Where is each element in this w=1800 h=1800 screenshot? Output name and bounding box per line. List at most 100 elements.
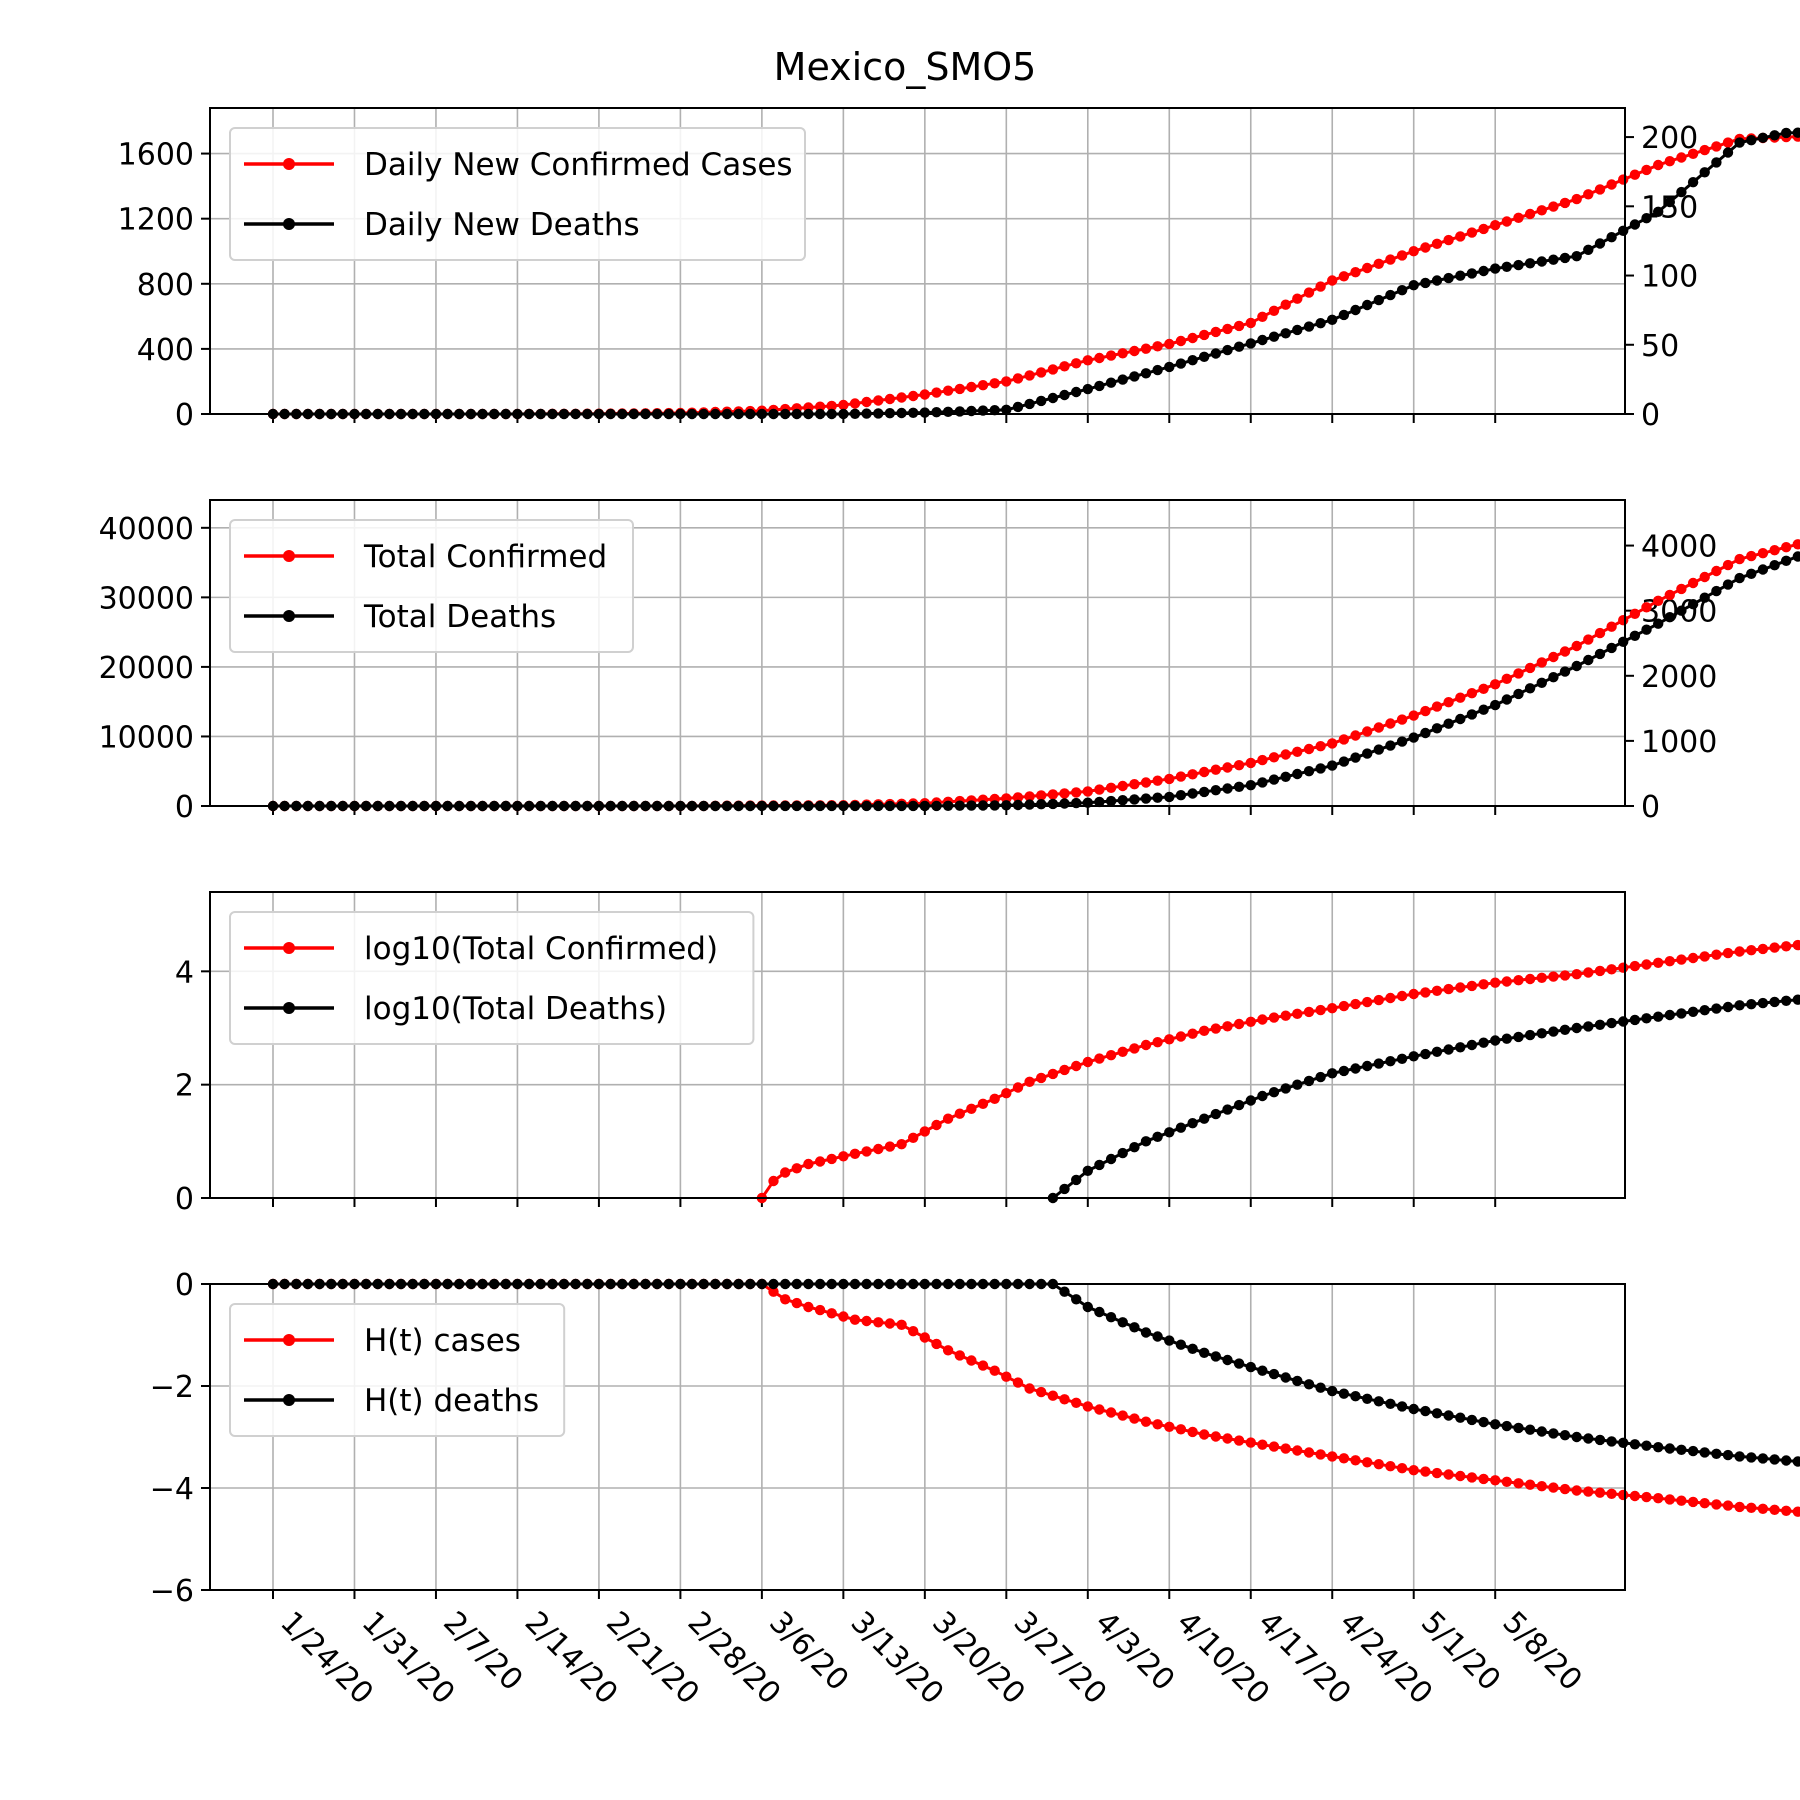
data-point [1175,771,1187,782]
data-point [954,383,965,395]
data-point [1280,1372,1291,1383]
data-point [1548,1482,1559,1493]
data-point [1722,147,1734,158]
data-point [1164,361,1175,373]
data-point [1548,201,1559,212]
data-point [1292,746,1303,757]
data-point [1105,1153,1117,1165]
data-point [1303,321,1315,332]
data-point [931,387,942,398]
data-point [1036,395,1047,407]
data-point [1385,1398,1396,1410]
data-point [1676,1444,1687,1456]
data-point [1210,1023,1222,1034]
data-point [1187,1343,1198,1355]
data-point [1571,193,1582,205]
data-point [1490,1475,1501,1486]
data-point [1292,324,1303,336]
data-point [1629,608,1641,619]
data-point [1164,1421,1175,1433]
data-point [1618,174,1629,185]
data-point [1001,404,1012,415]
data-point [1222,1021,1233,1032]
data-point [1094,1053,1105,1064]
data-point [1129,345,1140,357]
data-point [1268,1087,1280,1098]
data-point [1303,1379,1315,1390]
data-point [1350,752,1361,763]
data-point [1199,786,1210,798]
data-point [1501,976,1513,987]
data-point [1571,1485,1582,1496]
data-point [1664,156,1676,167]
data-point [884,393,896,405]
data-point [1513,259,1524,271]
data-point [1164,338,1175,350]
data-point [1257,334,1268,346]
data-point [1268,752,1280,763]
data-point [1699,951,1710,962]
data-point [1164,1335,1175,1346]
data-point [1711,1003,1722,1014]
data-point [1047,1390,1059,1401]
data-point [1513,1031,1524,1043]
data-point [861,1315,872,1327]
data-point [1001,1088,1012,1099]
data-point [1443,983,1454,995]
data-point [1280,1443,1291,1454]
data-point [919,1126,930,1137]
data-point [1350,1391,1361,1402]
data-point [1594,965,1606,977]
series-2 [1047,994,1800,1204]
data-point [1024,370,1035,381]
data-point [1129,1043,1140,1054]
data-point [1699,1447,1710,1458]
data-point [1140,343,1152,354]
data-point [977,380,989,391]
data-point [1047,392,1059,404]
data-point [1466,688,1478,699]
data-point [1105,1312,1117,1323]
data-point [1548,672,1559,683]
data-point [1618,636,1629,647]
data-point [1478,265,1489,277]
data-point [1350,998,1361,1010]
data-point [1327,1451,1338,1462]
data-point [1606,1436,1617,1447]
data-point [1222,323,1233,335]
data-point [1466,709,1478,720]
data-point [1315,281,1326,292]
y2-tick-label: 200 [1641,121,1698,156]
legend-label: Daily New Deaths [364,207,640,243]
data-point [1641,602,1652,613]
data-point [1280,771,1291,782]
data-point [1653,595,1664,606]
y2-tick-label: 2000 [1641,660,1717,695]
data-point [1559,646,1571,657]
data-point [814,1304,826,1316]
data-point [1664,196,1676,208]
data-point [954,1108,965,1119]
data-point [1478,1416,1489,1428]
data-point [896,1319,907,1331]
data-point [1373,994,1385,1006]
data-point [1152,1331,1163,1342]
data-point [1571,251,1582,262]
data-point [1222,1354,1233,1366]
data-point [1641,1440,1652,1451]
data-point [1629,1490,1641,1502]
data-point [931,407,942,418]
data-point [1618,1437,1629,1449]
data-point [966,1355,977,1366]
data-point [1734,572,1745,584]
data-point [1583,1021,1594,1032]
y-tick-label: 4 [175,955,194,990]
data-point [1047,1068,1059,1080]
data-point [1734,137,1745,148]
data-point [1082,355,1094,366]
data-point [1687,148,1699,159]
legend-box [229,1303,566,1437]
data-point [1385,1056,1396,1067]
data-point [1362,299,1373,311]
data-point [1711,585,1722,597]
